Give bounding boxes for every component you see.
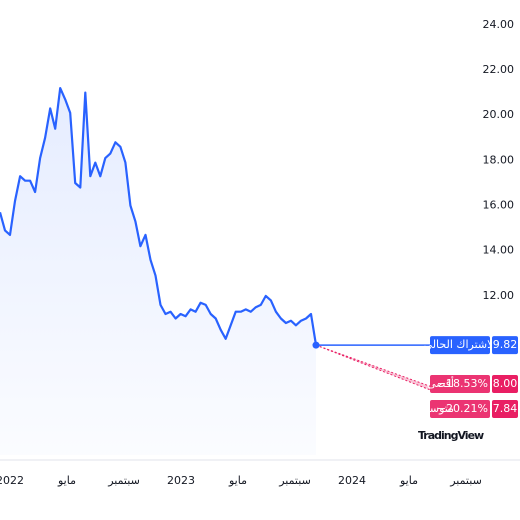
y-tick-label: 24.00 [483,18,515,31]
x-tick-label: مايو [399,474,418,487]
x-tick-label: 2022 [0,474,24,487]
forecast-line [315,344,431,391]
target-label: أقصى [427,376,454,390]
target-value: 8.00 [493,377,518,390]
target-change: −20.21% [437,402,488,415]
y-tick-label: 14.00 [483,244,515,257]
x-tick-label: 2024 [338,474,366,487]
area-fill [0,88,316,455]
x-tick-label: 2023 [167,474,195,487]
target-change: −18.53% [437,377,488,390]
x-tick-label: سبتمبر [278,474,311,487]
target-value: 7.84 [493,402,518,415]
target-label-box [430,400,490,418]
y-tick-label: 12.00 [483,289,515,302]
x-tick-label: سبتمبر [107,474,140,487]
x-tick-label: سبتمبر [449,474,482,487]
current-dot [312,341,320,349]
target-label-box [430,375,490,393]
target-label: متوسط [419,402,454,415]
current-value: 9.82 [493,338,518,351]
target-value-box [492,375,518,393]
y-tick-label: 18.00 [483,153,515,166]
y-tick-label: 20.00 [483,108,515,121]
current-label: الاشتراك الحالي [424,338,497,351]
x-tick-label: مايو [57,474,76,487]
forecast-line [315,344,431,387]
current-label-box [430,336,490,355]
y-tick-label: 16.00 [483,199,515,212]
logo: TradingView [418,429,484,442]
price-line [0,87,318,346]
current-value-box [492,336,518,355]
target-value-box [492,400,518,418]
x-tick-label: مايو [228,474,247,487]
y-tick-label: 22.00 [483,63,515,76]
